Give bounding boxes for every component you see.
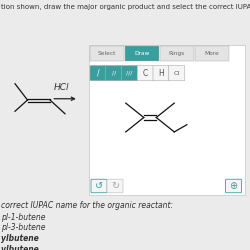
Text: //: //	[112, 70, 116, 76]
FancyBboxPatch shape	[226, 179, 242, 193]
Text: ↻: ↻	[111, 181, 119, 191]
Text: H: H	[158, 68, 164, 78]
Text: Select: Select	[98, 51, 116, 56]
FancyBboxPatch shape	[89, 45, 245, 195]
FancyBboxPatch shape	[195, 46, 229, 61]
Text: ylbutene: ylbutene	[1, 245, 39, 250]
FancyBboxPatch shape	[106, 66, 122, 81]
Text: More: More	[204, 51, 219, 56]
Text: Cl: Cl	[174, 70, 180, 76]
FancyBboxPatch shape	[160, 46, 194, 61]
Text: HCl: HCl	[54, 83, 69, 92]
FancyBboxPatch shape	[90, 66, 106, 81]
Text: pl-1-butene: pl-1-butene	[1, 212, 46, 222]
FancyBboxPatch shape	[122, 66, 138, 81]
FancyBboxPatch shape	[125, 46, 159, 61]
Text: Draw: Draw	[134, 51, 150, 56]
Text: ⊕: ⊕	[230, 181, 237, 191]
Text: ///: ///	[126, 70, 133, 76]
Text: ylbutene: ylbutene	[1, 234, 39, 243]
FancyBboxPatch shape	[169, 66, 185, 81]
Text: ↺: ↺	[95, 181, 103, 191]
Text: C: C	[143, 68, 148, 78]
Text: Rings: Rings	[169, 51, 185, 56]
FancyBboxPatch shape	[90, 46, 124, 61]
FancyBboxPatch shape	[91, 179, 107, 193]
Text: /: /	[97, 68, 99, 78]
Text: correct IUPAC name for the organic reactant:: correct IUPAC name for the organic react…	[1, 201, 174, 210]
FancyBboxPatch shape	[107, 179, 123, 193]
Text: tion shown, draw the major organic product and select the correct IUPAC name for: tion shown, draw the major organic produ…	[1, 4, 250, 10]
FancyBboxPatch shape	[153, 66, 169, 81]
FancyBboxPatch shape	[137, 66, 153, 81]
Text: pl-3-butene: pl-3-butene	[1, 223, 46, 232]
